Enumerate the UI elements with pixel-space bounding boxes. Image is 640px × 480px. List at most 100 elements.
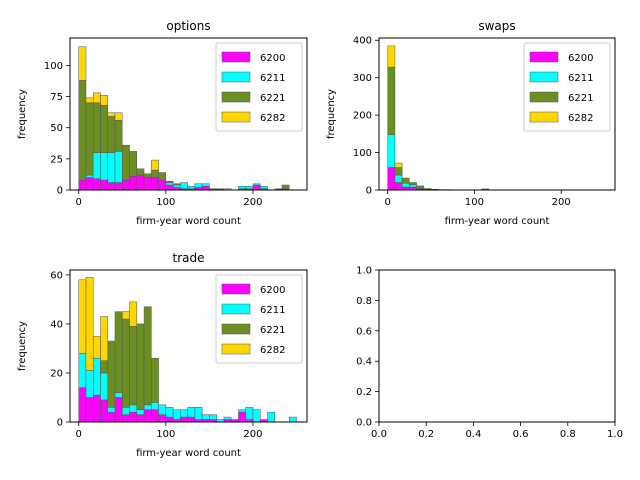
bar-6200-bin-1 (85, 397, 94, 423)
legend-label-6211: 6211 (260, 73, 285, 84)
bar-6211-bin-0 (78, 353, 87, 388)
bar-6200-bin-12 (165, 184, 174, 191)
bar-6211-bin-3 (100, 152, 109, 181)
bar-6221-bin-0 (78, 80, 87, 181)
y-tick-label: 0 (57, 418, 63, 429)
bar-6211-bin-2 (92, 358, 101, 396)
y-tick-label: 40 (50, 319, 63, 330)
bar-6282-bin-0 (387, 45, 396, 68)
legend-swatch-6211 (221, 71, 251, 83)
bar-6221-bin-4 (107, 340, 116, 408)
legend-label-6211: 6211 (568, 73, 593, 84)
bar-6221-bin-9 (143, 306, 152, 406)
x-tick-label: 100 (156, 429, 175, 440)
bar-6211-bin-3 (409, 184, 417, 188)
y-tick-label: 20 (50, 368, 63, 379)
axes-frame (378, 269, 616, 423)
bar-6211-bin-22 (238, 409, 246, 413)
bar-6200-bin-17 (201, 186, 210, 191)
bar-6200-bin-0 (78, 179, 87, 191)
bar-6200-bin-10 (151, 409, 159, 423)
chart-title: options (166, 19, 210, 33)
bar-6200-bin-11 (158, 179, 167, 191)
x-tick-label: 200 (552, 197, 571, 208)
bar-6211-bin-29 (289, 416, 297, 423)
bar-6200-bin-11 (158, 414, 167, 423)
y-tick-label: 100 (44, 61, 63, 72)
bar-6221-bin-8 (136, 323, 145, 410)
bar-6200-bin-5 (114, 397, 123, 423)
bar-6211-bin-17 (201, 183, 210, 187)
legend-label-6221: 6221 (260, 325, 285, 336)
y-axis-label: frequency (17, 321, 28, 371)
bar-6282-bin-0 (78, 46, 87, 81)
y-tick-label: 0.6 (356, 326, 372, 337)
bar-6221-bin-2 (401, 178, 410, 184)
y-tick-label: 0 (366, 186, 372, 197)
y-tick-label: 0.8 (356, 296, 372, 307)
y-tick-label: 0.0 (356, 418, 372, 429)
bar-6211-bin-1 (85, 174, 94, 178)
legend-label-6221: 6221 (568, 93, 593, 104)
bar-6282-bin-2 (401, 177, 410, 180)
chart-title: trade (173, 251, 205, 265)
bar-6221-bin-7 (129, 326, 138, 406)
bar-6211-bin-9 (143, 404, 152, 410)
x-axis-label: firm-year word count (136, 448, 241, 459)
bar-6211-bin-26 (267, 411, 275, 423)
legend-swatch-6282 (221, 343, 251, 355)
bar-6221-bin-12 (165, 181, 174, 183)
bar-6200-bin-1 (85, 177, 94, 191)
bar-6282-bin-3 (100, 316, 109, 361)
bar-6211-bin-20 (223, 416, 232, 420)
y-tick-label: 400 (353, 36, 372, 47)
bar-6200-bin-8 (136, 414, 145, 423)
bar-6200-bin-7 (129, 176, 138, 191)
bar-6221-bin-8 (136, 168, 145, 176)
bar-6211-bin-16 (194, 183, 203, 188)
chart-panel-4: 0.0 0.2 0.4 0.6 0.8 1.0 0.0 0.2 0.4 0.6 0.8 1.0 (356, 266, 623, 441)
bar-6211-bin-2 (401, 183, 410, 188)
bar-6211-bin-4 (107, 407, 116, 413)
bar-6200-bin-0 (387, 167, 396, 191)
bar-6221-bin-3 (100, 105, 109, 153)
bar-6282-bin-3 (100, 95, 109, 106)
y-tick-label: 25 (50, 154, 63, 165)
bar-6211-bin-1 (394, 174, 403, 183)
bar-6211-bin-5 (114, 392, 123, 398)
y-tick-label: 300 (353, 73, 372, 84)
x-tick-label: 0.8 (560, 429, 576, 440)
bar-6211-bin-12 (165, 407, 174, 418)
legend-label-6200: 6200 (568, 53, 593, 64)
x-tick-label: 1.0 (607, 429, 623, 440)
legend-swatch-6221 (221, 91, 251, 103)
legend-swatch-6211 (221, 303, 251, 315)
y-tick-label: 50 (50, 123, 63, 134)
bar-6200-bin-10 (151, 177, 159, 191)
bar-6211-bin-15 (187, 407, 196, 418)
bar-6200-bin-4 (107, 182, 116, 191)
x-tick-label: 0.6 (513, 429, 529, 440)
bar-6221-bin-28 (281, 184, 290, 190)
bar-6200-bin-8 (136, 174, 145, 191)
y-tick-label: 1.0 (356, 266, 372, 277)
bar-6221-bin-10 (151, 358, 159, 403)
bar-6221-bin-11 (158, 172, 167, 181)
legend-swatch-6200 (221, 51, 251, 63)
bar-6211-bin-17 (201, 414, 210, 420)
chart-panel-3: 0 100 200 0 20 40 60 trade firm-year word count f… (17, 251, 308, 459)
bar-6282-bin-2 (92, 335, 101, 359)
bar-6221-bin-5 (423, 188, 432, 190)
axes-frame (378, 37, 616, 191)
bar-6221-bin-4 (107, 116, 116, 153)
bar-6200-bin-12 (165, 416, 174, 423)
legend-label-6200: 6200 (260, 53, 285, 64)
bar-6211-bin-0 (387, 134, 396, 168)
bar-6221-bin-10 (151, 169, 159, 178)
bar-6200-bin-2 (92, 178, 101, 191)
bar-6221-bin-5 (114, 119, 123, 152)
bar-6200-bin-4 (107, 411, 116, 423)
x-tick-label: 0.4 (465, 429, 481, 440)
x-tick-label: 200 (243, 429, 262, 440)
